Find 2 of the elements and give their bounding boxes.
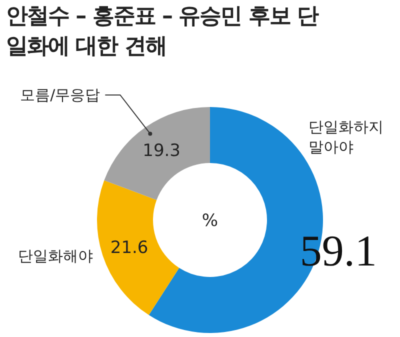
annotation: % bbox=[202, 211, 218, 231]
title: 안철수 – 홍준표 – 유승민 후보 단일화에 대한 견해 bbox=[6, 3, 320, 61]
